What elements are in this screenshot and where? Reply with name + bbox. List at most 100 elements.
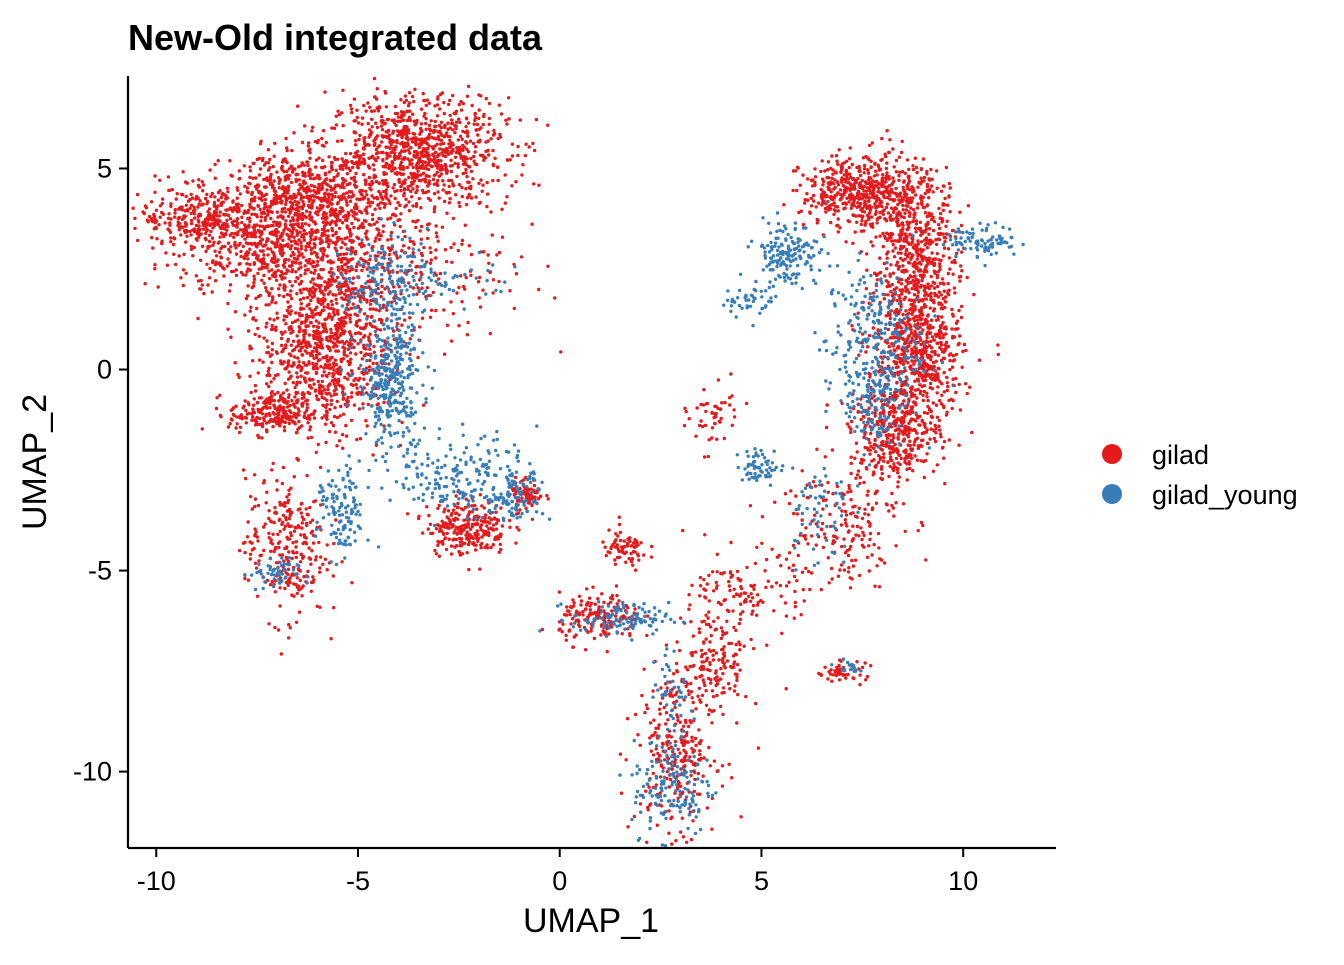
point-gilad: [295, 576, 300, 580]
point-gilad: [257, 196, 261, 200]
point-gilad: [212, 269, 216, 273]
point-gilad: [333, 157, 337, 162]
point-gilad: [182, 252, 186, 256]
point-gilad: [143, 204, 148, 208]
point-gilad: [200, 244, 205, 248]
point-gilad: [399, 167, 403, 171]
point-gilad: [657, 707, 662, 711]
point-gilad: [453, 155, 458, 159]
point-gilad: [688, 719, 692, 723]
point-gilad: [610, 609, 614, 613]
point-gilad: [441, 141, 446, 146]
point-gilad: [678, 720, 682, 724]
point-gilad: [280, 553, 285, 557]
point-gilad: [344, 434, 349, 438]
point-gilad: [258, 142, 263, 146]
point-gilad: [368, 307, 372, 311]
point-gilad: [302, 377, 307, 381]
point-gilad: [264, 325, 268, 329]
point-gilad: [291, 549, 295, 554]
point-gilad: [427, 144, 431, 148]
point-gilad: [273, 256, 277, 261]
point-gilad: [309, 289, 313, 293]
point-gilad: [467, 567, 471, 572]
point-gilad: [291, 227, 295, 231]
point-gilad: [579, 599, 584, 603]
point-gilad: [280, 277, 284, 281]
point-gilad: [365, 205, 369, 209]
point-gilad: [405, 165, 410, 170]
point-gilad: [343, 280, 347, 284]
point-gilad: [596, 597, 600, 601]
point-gilad: [256, 228, 261, 233]
point-gilad: [210, 218, 214, 222]
point-gilad: [266, 345, 270, 349]
point-gilad: [204, 223, 208, 228]
point-gilad: [261, 525, 266, 529]
point-gilad: [473, 145, 478, 149]
point-gilad: [367, 335, 371, 339]
point-gilad: [292, 192, 296, 196]
point-gilad: [298, 507, 302, 511]
point-gilad: [449, 169, 454, 174]
point-gilad: [282, 360, 286, 364]
point-gilad: [178, 225, 183, 229]
point-gilad: [428, 315, 433, 319]
point-gilad: [147, 214, 152, 219]
point-gilad: [420, 188, 425, 193]
point-gilad: [278, 529, 282, 534]
point-gilad: [308, 293, 312, 297]
point-gilad: [399, 110, 404, 114]
point-gilad: [721, 660, 725, 664]
point-gilad: [694, 707, 698, 711]
point-gilad: [308, 230, 312, 235]
point-gilad: [403, 234, 407, 239]
point-gilad: [343, 262, 347, 267]
point-gilad: [365, 382, 369, 386]
point-gilad: [194, 223, 199, 228]
point-gilad: [529, 487, 533, 491]
point-gilad: [329, 402, 333, 407]
point-gilad: [499, 112, 504, 116]
point-gilad: [376, 145, 380, 149]
point-gilad: [361, 197, 366, 201]
point-gilad: [215, 396, 219, 400]
point-gilad: [197, 220, 201, 224]
point-gilad: [497, 250, 502, 255]
point-gilad: [427, 127, 432, 131]
point-gilad: [353, 206, 357, 211]
point-gilad: [521, 163, 525, 167]
point-gilad: [273, 141, 277, 145]
point-gilad: [346, 258, 350, 262]
point-gilad: [455, 531, 459, 535]
point-gilad: [286, 567, 291, 571]
point-gilad: [374, 236, 378, 240]
point-gilad: [242, 164, 246, 168]
point-gilad: [568, 612, 572, 617]
point-gilad: [505, 195, 509, 199]
point-gilad: [222, 274, 226, 278]
point-gilad: [318, 570, 322, 574]
point-gilad: [414, 265, 418, 269]
point-gilad: [309, 298, 313, 303]
point-gilad: [698, 752, 702, 757]
point-gilad: [311, 199, 315, 203]
point-gilad: [460, 529, 464, 533]
point-gilad: [296, 343, 301, 347]
point-gilad: [362, 103, 366, 108]
point-gilad: [255, 594, 260, 598]
point-gilad: [613, 539, 617, 543]
point-gilad: [308, 156, 312, 160]
point-gilad: [210, 191, 214, 196]
point-gilad: [424, 121, 428, 126]
point-gilad: [235, 415, 239, 419]
point-gilad: [295, 247, 300, 251]
point-gilad: [251, 408, 255, 412]
point-gilad: [311, 125, 315, 129]
point-gilad: [321, 562, 325, 566]
point-gilad: [402, 110, 406, 115]
point-gilad: [271, 410, 275, 415]
point-gilad: [248, 344, 252, 348]
point-gilad: [312, 184, 317, 189]
point-gilad: [198, 258, 203, 262]
